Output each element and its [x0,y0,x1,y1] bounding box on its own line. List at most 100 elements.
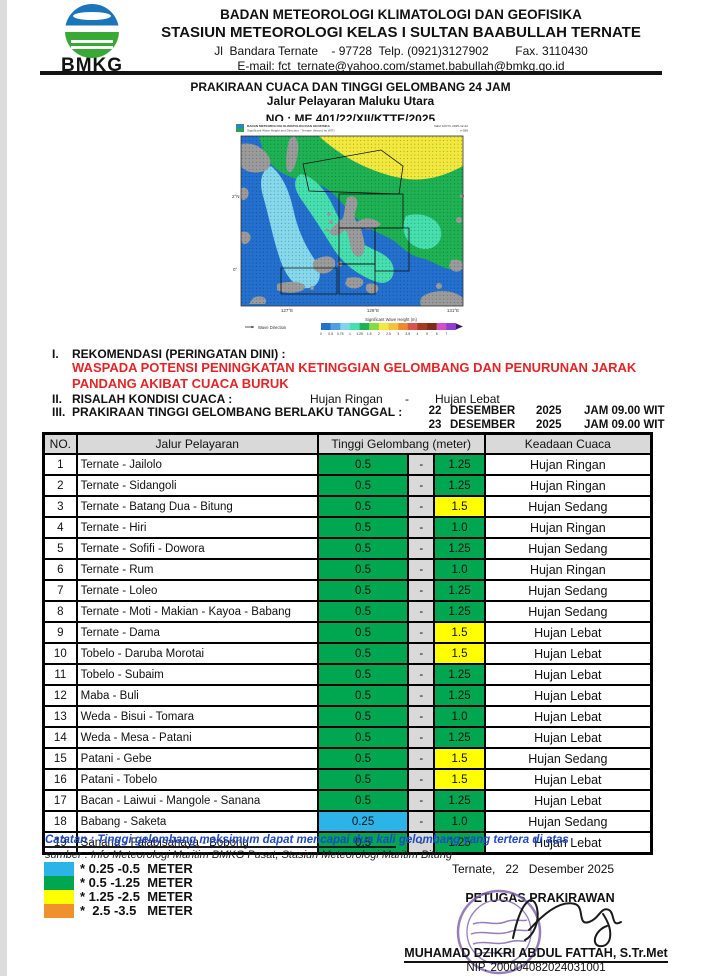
wave-max: 1.0 [433,516,486,539]
legend-label: * 2.5 -3.5 METER [80,903,193,918]
row-number: 2 [42,474,78,497]
colorbar-tick: 5 [426,332,428,336]
colorbar-title: Significant Wave Height (m) [365,317,417,322]
wave-max: 1.25 [433,600,486,623]
weather-condition: Hujan Ringan [483,558,653,581]
colorbar-cell [359,323,370,330]
wave-max: 1.0 [433,705,486,728]
colorbar-tick: 1.5 [367,332,372,336]
colorbar-tick: 3 [397,332,399,336]
weather-condition: Hujan Sedang [483,495,653,518]
wave-max: 1.25 [433,474,486,497]
route-name: Ternate - Batang Dua - Bitung [75,495,319,518]
date-line: 23 DESEMBER 2025 JAM 09.00 WIT [420,419,666,433]
section2-numeral: II. [52,392,63,406]
legend-item: * 2.5 -3.5 METER [44,904,193,918]
table-row: 9 Ternate - Dama 0.5-1.5 Hujan Lebat [42,621,653,644]
row-number: 10 [42,642,78,665]
colorbar-cell [407,323,418,330]
weather-condition: Hujan Ringan [483,453,653,476]
weather-condition: Hujan Lebat [483,726,653,749]
wave-min: 0.5 [316,642,410,665]
wave-map-svg: BADAN METEOROLOGI KLIMATOLOGI DAN GEOFIS… [231,121,473,336]
legend-item: * 0.25 -0.5 METER [44,862,193,876]
section3-numeral: III. [52,405,66,419]
date-day: 22 [428,405,442,417]
station-email: E-mail: fct_ternate@yahoo.com/stamet.bab… [237,59,565,73]
bmkg-logo: BMKG [46,4,138,75]
weather-condition: Hujan Sedang [483,747,653,770]
table-row: 1 Ternate - Jailolo 0.5-1.25 Hujan Ringan [42,453,653,476]
row-number: 5 [42,537,78,560]
row-number: 13 [42,705,78,728]
wave-min: 0.5 [316,831,410,855]
legend-item: * 1.25 -2.5 METER [44,890,193,904]
document-title-block: PRAKIRAAN CUACA DAN TINGGI GELOMBANG 24 … [0,80,701,126]
wave-dash: - [407,831,436,855]
map-header-left2: Significant Wave Height and Direction - … [247,129,335,133]
wave-min: 0.5 [316,516,410,539]
row-number: 1 [42,453,78,476]
weather-condition: Hujan Lebat [483,705,653,728]
section-prakiraan: III. PRAKIRAAN TINGGI GELOMBANG BERLAKU T… [52,405,665,431]
wave-height-map: BADAN METEOROLOGI KLIMATOLOGI DAN GEOFIS… [231,121,473,346]
route-name: Patani - Tobelo [75,768,319,791]
table-row: 8 Ternate - Moti - Makian - Kayoa - Baban… [42,600,653,623]
wave-dash: - [407,516,436,539]
section3-title: PRAKIRAAN TINGGI GELOMBANG BERLAKU TANGG… [72,405,403,419]
row-number: 19 [42,831,78,855]
wave-dash: - [407,474,436,497]
date-line: 22 DESEMBER 2025 JAM 09.00 WIT [420,405,666,419]
wave-dash: - [407,537,436,560]
legend-swatch [44,890,74,904]
route-name: Sanana - Falabisahaya - Bobong [75,831,319,855]
letterhead: BADAN METEOROLOGI KLIMATOLOGI DAN GEOFIS… [140,7,662,73]
row-number: 18 [42,810,78,833]
wave-min: 0.5 [316,474,410,497]
wave-dash: - [407,495,436,518]
row-number: 17 [42,789,78,812]
table-row: 3 Ternate - Batang Dua - Bitung 0.5-1.5 Huj… [42,495,653,518]
colorbar-cell [398,323,408,330]
wave-dash: - [407,747,436,770]
wave-max: 1.25 [433,663,486,686]
legend-label: * 0.25 -0.5 METER [80,861,193,876]
row-number: 12 [42,684,78,707]
row-number: 8 [42,600,78,623]
section2-title: RISALAH KONDISI CUACA : [72,392,233,406]
wave-max: 1.0 [433,558,486,581]
wave-min: 0.5 [316,495,410,518]
weather-range-end: Hujan Lebat [435,392,500,406]
station-address: Jl Bandara Ternate - 97728 Telp. (0921)3… [214,44,588,58]
route-name: Ternate - Sidangoli [75,474,319,497]
colorbar-cell [427,323,437,330]
row-number: 16 [42,768,78,791]
wave-dash: - [407,705,436,728]
table-row: 4 Ternate - Hiri 0.5-1.0 Hujan Ringan [42,516,653,539]
weather-condition: Hujan Sedang [483,537,653,560]
wave-min: 0.5 [316,747,410,770]
wave-dash: - [407,726,436,749]
weather-condition: Hujan Lebat [483,684,653,707]
wave-max: 1.25 [433,453,486,476]
row-number: 3 [42,495,78,518]
wave-max: 1.25 [433,726,486,749]
letterhead-rule [40,71,662,75]
legend-label: * 1.25 -2.5 METER [80,889,193,904]
wave-max: 1.25 [433,684,486,707]
table-row: 18 Babang - Saketa 0.25-1.0 Hujan Sedang [42,810,653,833]
x-tick: 127°E [281,308,293,313]
legend-item: * 0.5 -1.25 METER [44,876,193,890]
signer-role: PETUGAS PRAKIRAWAN [465,891,615,905]
validity-dates: 22 DESEMBER 2025 JAM 09.00 WIT 23 DESEMBER 202… [420,405,666,432]
colorbar-ticks: 0 0.5 0.75 1 1.25 1.5 2 2.5 3 3.5 4 5 6 7 [320,332,447,336]
signer-nip: NIP. 200004082024031001 [466,962,606,974]
date-month: DESEMBER [450,418,516,431]
table-row: 19 Sanana - Falabisahaya - Bobong 0.5-1.25… [42,831,653,855]
weather-condition: Hujan Lebat [483,768,653,791]
table-row: 17 Bacan - Laiwui - Mangole - Sanana 0.5-1… [42,789,653,812]
table-row: 10 Tobelo - Daruba Morotai 0.5-1.5 Hujan Le… [42,642,653,665]
bmkg-logo-icon [65,4,119,58]
warning-text: WASPADA POTENSI PENINGKATAN KETINGGIAN G… [72,360,637,391]
